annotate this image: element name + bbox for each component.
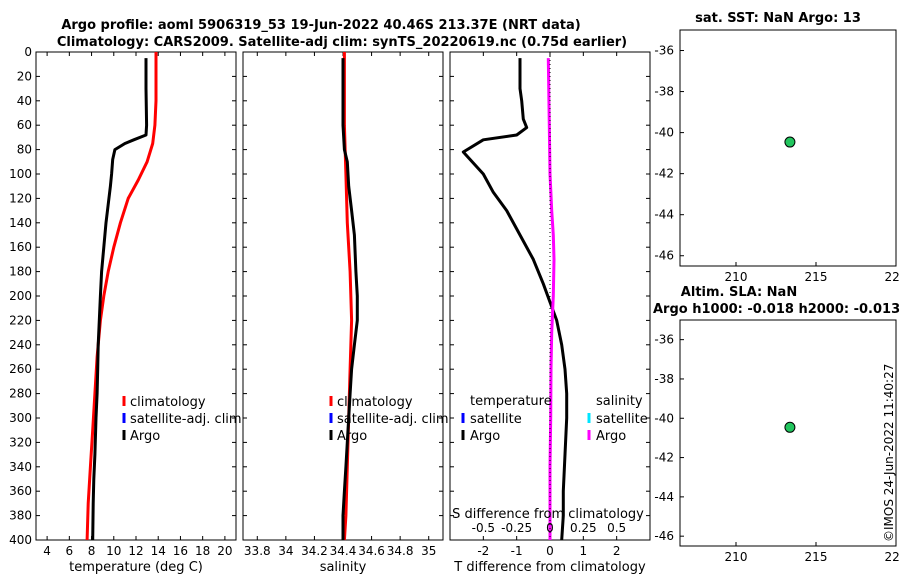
difference-series-s-argo-clim [546, 58, 556, 540]
sst_map-argo-marker [784, 136, 796, 148]
temperature-ytick-label: 80 [17, 143, 32, 157]
temperature-ytick-label: 120 [9, 191, 32, 205]
difference-legend-title-temperature: temperature [470, 394, 552, 409]
temperature-ytick-label: 220 [9, 313, 32, 327]
salinity-legend-label: satellite-adj. clim [337, 412, 449, 427]
figure-title-line1: Argo profile: aoml 5906319_53 19-Jun-202… [61, 18, 580, 33]
temperature-xtick-label: 10 [106, 544, 121, 558]
sst_map-ytick-label: -42 [654, 167, 674, 181]
figure-title-line2: Climatology: CARS2009. Satellite-adj cli… [57, 35, 627, 50]
temperature-ytick-label: 0 [24, 45, 32, 59]
difference-top-tick-label: 0.5 [607, 521, 626, 535]
temperature-ytick-label: 300 [9, 411, 32, 425]
temperature-ytick-label: 180 [9, 265, 32, 279]
temperature-xlabel: temperature (deg C) [69, 560, 203, 575]
salinity-xtick-label: 33.8 [244, 544, 271, 558]
sst_map-xtick-label: 215 [805, 270, 828, 284]
salinity-xtick-label: 34.8 [387, 544, 414, 558]
sst_map-ytick-label: -44 [654, 208, 674, 222]
difference-xlabel2: S difference from climatology [452, 507, 644, 522]
sla_map-ytick-label: -44 [654, 490, 674, 504]
temperature-ytick-label: 340 [9, 460, 32, 474]
temperature-legend-label: Argo [130, 429, 160, 444]
difference-series-t-argo-clim [461, 58, 569, 541]
temperature-ytick-label: 360 [9, 484, 32, 498]
temperature-ytick-label: 100 [9, 167, 32, 181]
temperature-ytick-label: 380 [9, 509, 32, 523]
temperature-ytick-label: 160 [9, 240, 32, 254]
sla_map-ytick-label: -36 [654, 333, 674, 347]
salinity-xlabel: salinity [320, 560, 367, 575]
difference-legend-title-salinity: salinity [596, 394, 643, 409]
difference-legend-label: Argo [470, 429, 500, 444]
sla_map-xtick-label: 210 [725, 550, 748, 564]
temperature-xtick-label: 8 [88, 544, 96, 558]
sla_map-ytick-label: -42 [654, 451, 674, 465]
sst_map-ytick-label: -40 [654, 126, 674, 140]
temperature-ytick-label: 260 [9, 362, 32, 376]
temperature-xtick-label: 6 [66, 544, 74, 558]
temperature-axes-box [35, 51, 237, 541]
sst_map-xtick-label: 210 [725, 270, 748, 284]
temperature-xtick-label: 12 [128, 544, 143, 558]
temperature-ytick-label: 140 [9, 216, 32, 230]
sst_map-xtick-label: 220 [885, 270, 900, 284]
sla_map-argo-marker [784, 421, 796, 433]
plot-layer: 0204060801001201401601802002202402602803… [9, 11, 900, 575]
difference-xtick-label: 1 [580, 544, 588, 558]
temperature-ytick-label: 240 [9, 338, 32, 352]
salinity-legend-label: climatology [337, 395, 413, 410]
temperature-xtick-label: 14 [151, 544, 166, 558]
sla_map-ytick-label: -38 [654, 372, 674, 386]
temperature-xtick-label: 4 [43, 544, 51, 558]
sst-map-title: sat. SST: NaN Argo: 13 [695, 11, 861, 26]
temperature-ytick-label: 60 [17, 118, 32, 132]
sla-map-title: Altim. SLA: NaN [681, 285, 797, 300]
temperature-legend-label: satellite-adj. clim [130, 412, 242, 427]
temperature-ytick-label: 400 [9, 533, 32, 547]
temperature-series-argo [91, 58, 149, 541]
sla_map-xtick-label: 215 [805, 550, 828, 564]
salinity-series-argo [341, 58, 359, 540]
temperature-xtick-label: 18 [195, 544, 210, 558]
difference-legend-label: satellite [470, 412, 522, 427]
difference-xtick-label: 2 [613, 544, 621, 558]
temperature-xtick-label: 16 [173, 544, 188, 558]
difference-xtick-label: 0 [546, 544, 554, 558]
difference-top-tick-label: -0.5 [472, 521, 495, 535]
sla_map-xtick-label: 220 [885, 550, 900, 564]
salinity-xtick-label: 34.4 [330, 544, 357, 558]
temperature-legend-label: climatology [130, 395, 206, 410]
temperature-ytick-label: 200 [9, 289, 32, 303]
difference-xtick-label: -2 [477, 544, 489, 558]
sla_map-ytick-label: -46 [654, 529, 674, 543]
sst_map-ytick-label: -38 [654, 85, 674, 99]
difference-top-tick-label: 0.25 [570, 521, 597, 535]
sst_map-ytick-label: -36 [654, 44, 674, 58]
difference-xlabel: T difference from climatology [453, 560, 646, 575]
sla_map-axes-box [679, 319, 897, 547]
temperature-ytick-label: 20 [17, 69, 32, 83]
temperature-series-climatology [85, 52, 158, 541]
difference-top-tick-label: 0 [546, 521, 554, 535]
sst_map-ytick-label: -46 [654, 249, 674, 263]
salinity-legend-label: Argo [337, 429, 367, 444]
difference-legend-label: Argo [596, 429, 626, 444]
temperature-ytick-label: 40 [17, 94, 32, 108]
difference-top-tick-label: -0.25 [501, 521, 532, 535]
difference-legend-label: satellite [596, 412, 648, 427]
temperature-ytick-label: 280 [9, 387, 32, 401]
sla-map-title2: Argo h1000: -0.018 h2000: -0.013 [653, 302, 900, 317]
timestamp: ©IMOS 24-Jun-2022 11:40:27 [882, 364, 896, 542]
temperature-ytick-label: 320 [9, 435, 32, 449]
sla_map-ytick-label: -40 [654, 411, 674, 425]
sst_map-axes-box [679, 29, 897, 267]
temperature-xtick-label: 20 [217, 544, 232, 558]
salinity-xtick-label: 34 [278, 544, 293, 558]
salinity-xtick-label: 34.6 [358, 544, 385, 558]
difference-xtick-label: -1 [511, 544, 523, 558]
salinity-xtick-label: 34.2 [301, 544, 328, 558]
salinity-xtick-label: 35 [421, 544, 436, 558]
